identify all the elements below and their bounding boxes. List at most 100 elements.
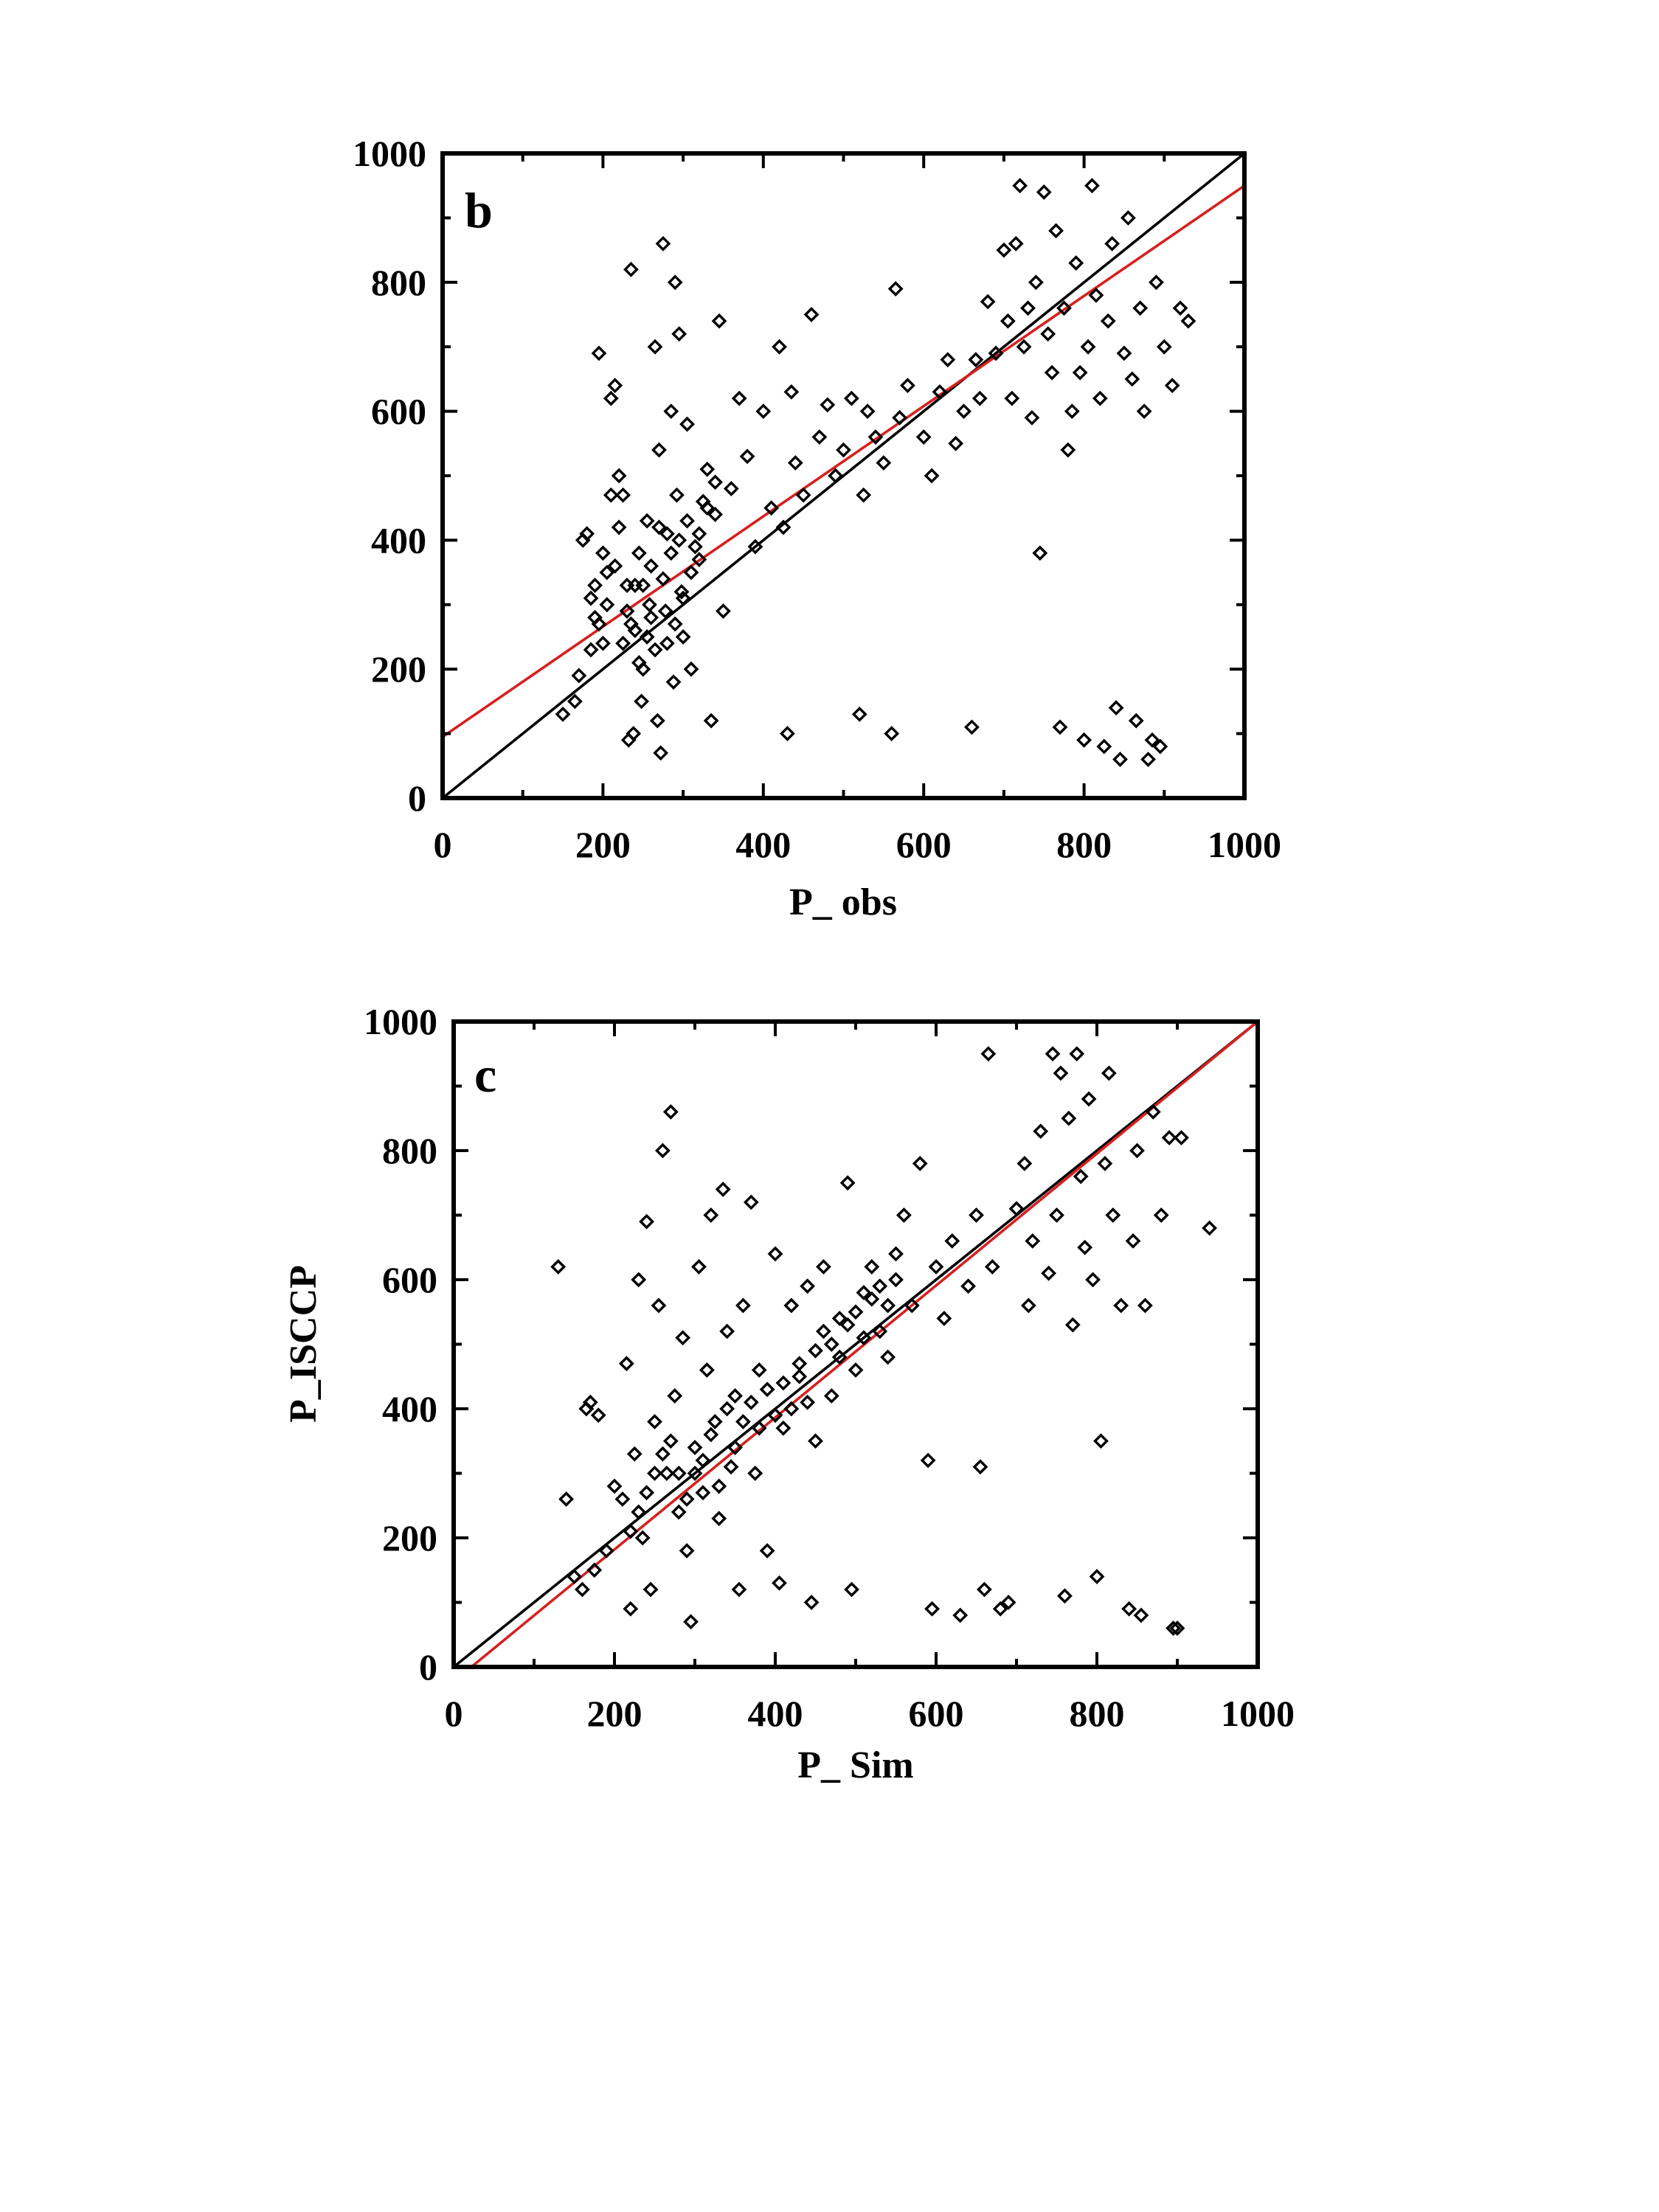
data-point <box>775 519 792 535</box>
data-point <box>619 578 635 593</box>
data-point <box>964 719 980 735</box>
data-point <box>651 1297 667 1314</box>
data-point <box>859 403 876 420</box>
data-point <box>607 558 623 574</box>
data-point <box>642 597 657 613</box>
data-point <box>915 429 932 445</box>
data-point <box>743 1394 759 1410</box>
y-tick-label: 600 <box>382 1259 437 1300</box>
data-point <box>1048 223 1064 239</box>
data-point <box>595 545 611 561</box>
data-point <box>767 1407 783 1424</box>
data-point <box>1089 1569 1105 1584</box>
data-point <box>618 1356 634 1372</box>
data-points <box>550 1046 1218 1636</box>
data-point <box>587 578 603 593</box>
data-point <box>1125 1233 1141 1249</box>
data-point <box>867 429 884 445</box>
x-tick-label: 1000 <box>1208 824 1281 865</box>
data-point <box>1174 1130 1189 1145</box>
data-point <box>1032 545 1048 561</box>
data-point <box>671 326 688 342</box>
data-point <box>1172 300 1188 316</box>
data-point <box>1101 1065 1117 1081</box>
data-point <box>643 1581 659 1598</box>
scatter-panel-b: 0 200 400 600 800 1000 0 200 400 600 800 1000 b P_ … <box>353 133 1281 923</box>
one-to-one-line <box>452 1020 1259 1668</box>
data-point <box>639 629 655 645</box>
y-axis-title: P_ISCCP <box>283 1265 325 1423</box>
data-point <box>662 1433 679 1449</box>
data-point <box>1016 339 1032 355</box>
data-point <box>711 313 727 329</box>
data-point <box>707 474 723 490</box>
data-point <box>1166 1620 1181 1636</box>
data-point <box>800 1394 816 1410</box>
data-point <box>980 294 996 310</box>
data-point <box>1152 738 1168 755</box>
data-point <box>823 1388 839 1404</box>
data-point <box>639 1485 655 1501</box>
data-point <box>864 1259 880 1275</box>
data-point <box>1097 1156 1113 1171</box>
x-tick-label: 400 <box>748 1693 803 1734</box>
data-point <box>900 378 915 394</box>
x-tick-label: 800 <box>1056 824 1112 865</box>
data-point <box>1073 1168 1089 1185</box>
y-tick-label: 200 <box>382 1517 437 1559</box>
data-point <box>1068 255 1084 271</box>
data-point <box>623 261 639 277</box>
data-point <box>1040 326 1056 342</box>
data-point <box>555 706 571 722</box>
data-point <box>1100 313 1116 329</box>
data-point <box>683 1614 699 1630</box>
data-point <box>780 726 795 742</box>
data-point <box>888 1246 904 1262</box>
data-point <box>727 1440 743 1455</box>
data-point <box>976 1581 992 1598</box>
data-point <box>920 1452 936 1469</box>
data-point <box>848 1304 864 1320</box>
data-point <box>1025 1233 1041 1249</box>
x-tick-label: 0 <box>445 1693 463 1734</box>
y-tick-label: 0 <box>408 777 426 819</box>
data-point <box>1036 184 1052 200</box>
data-point <box>984 1259 1000 1275</box>
data-point <box>1076 732 1092 748</box>
plot-frame <box>451 1019 1260 1669</box>
data-point <box>668 487 685 503</box>
y-tick-label: 400 <box>371 519 426 561</box>
x-tick-label: 600 <box>896 824 952 865</box>
data-point <box>719 1401 735 1417</box>
data-point <box>599 597 615 613</box>
data-point <box>747 1466 763 1481</box>
data-point <box>1069 1046 1085 1062</box>
data-point <box>1180 313 1196 329</box>
data-point <box>1053 1065 1069 1081</box>
data-point <box>586 1562 603 1578</box>
data-point <box>591 345 607 361</box>
x-tick-label: 200 <box>587 1693 643 1734</box>
data-point <box>611 519 627 535</box>
data-point <box>673 583 690 600</box>
data-point <box>567 1569 582 1584</box>
data-point <box>657 603 673 619</box>
data-point <box>627 578 643 593</box>
data-point <box>1000 1595 1016 1610</box>
data-point <box>574 1581 590 1598</box>
data-point <box>675 590 691 606</box>
data-point <box>731 1581 747 1598</box>
data-point <box>659 1466 675 1481</box>
data-point <box>912 1156 928 1171</box>
data-point <box>856 1285 872 1300</box>
data-point <box>1064 403 1080 420</box>
data-point <box>1084 178 1100 194</box>
regression-line <box>441 184 1246 738</box>
data-point <box>1004 390 1020 406</box>
x-tick-label: 0 <box>434 824 452 865</box>
data-point <box>792 1368 808 1384</box>
data-point <box>1120 209 1136 226</box>
data-point <box>647 1466 662 1481</box>
panel-label: b <box>465 182 493 238</box>
